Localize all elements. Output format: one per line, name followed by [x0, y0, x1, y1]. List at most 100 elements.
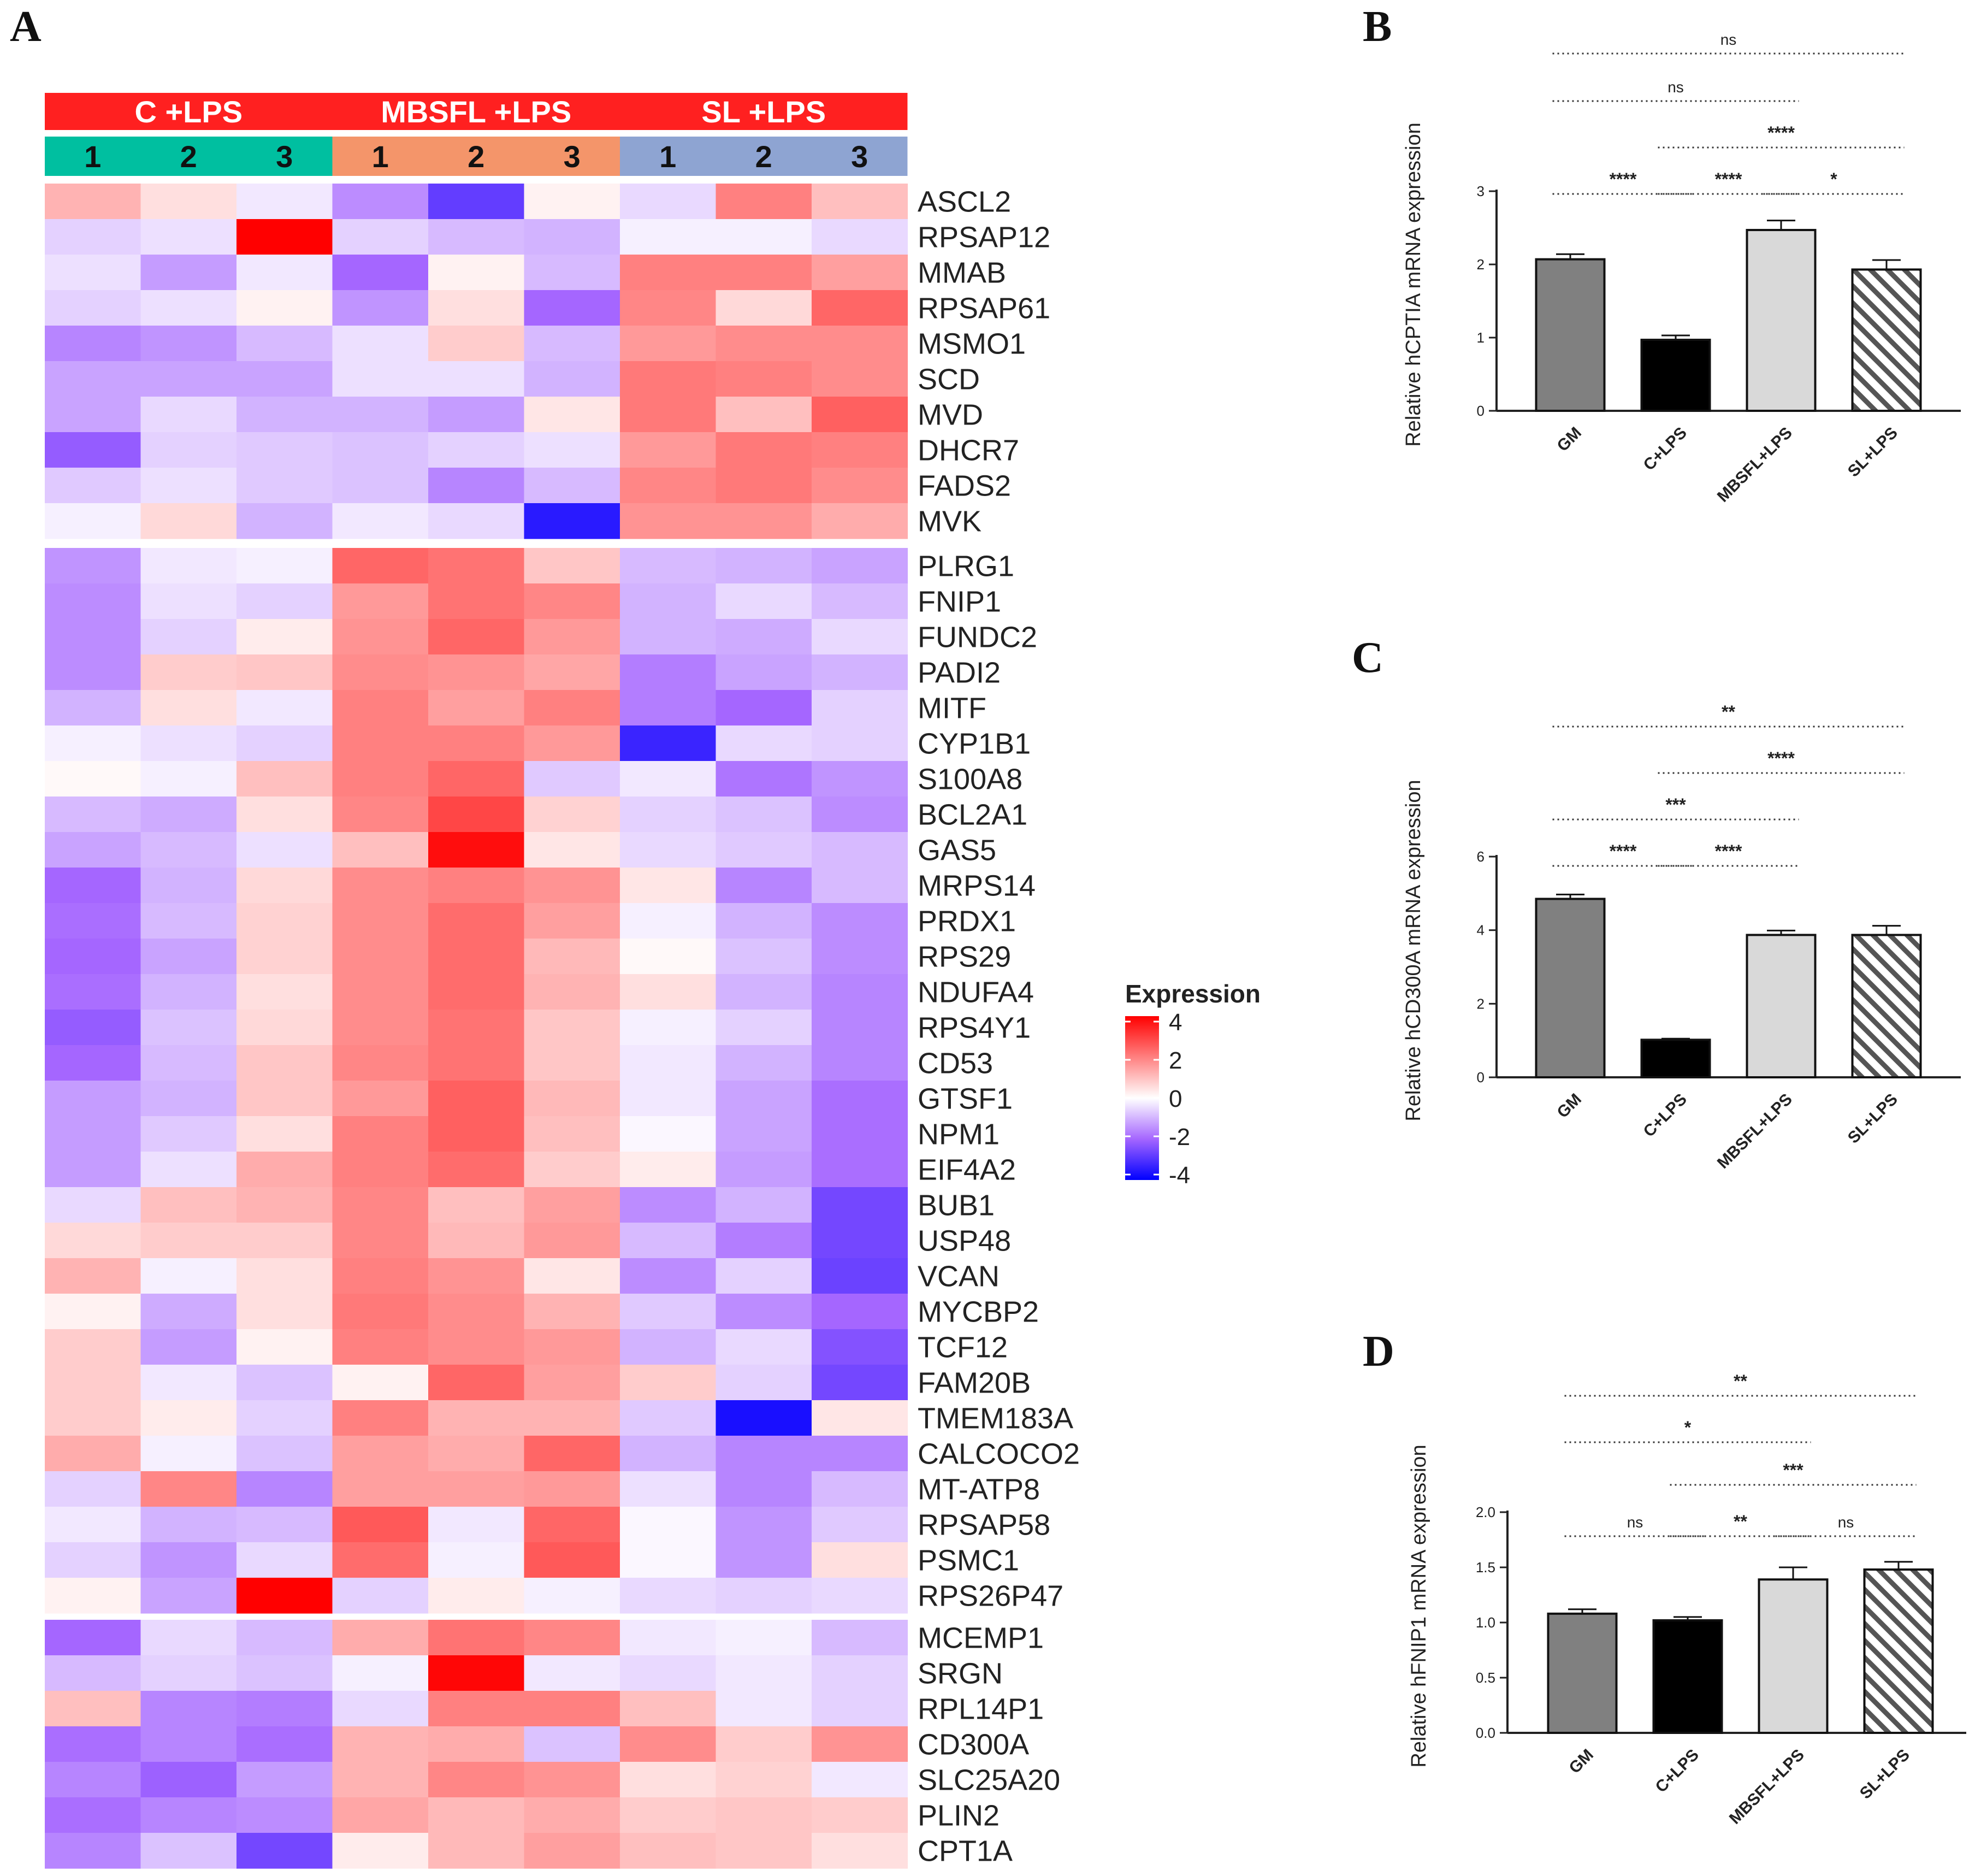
gene-label: FAM20B	[918, 1367, 1031, 1400]
heatmap-cell	[524, 255, 620, 291]
heatmap-cell	[428, 619, 525, 655]
heatmap-cell	[45, 903, 141, 939]
heatmap-cell	[45, 868, 141, 904]
heatmap-cell	[140, 255, 237, 291]
heatmap-cell	[620, 1258, 717, 1294]
y-tick-label: 0	[1477, 1069, 1485, 1086]
heatmap-cell	[524, 397, 620, 433]
heatmap-cell	[140, 1081, 237, 1117]
significance-label: *	[1830, 169, 1837, 189]
heatmap-cell	[45, 797, 141, 833]
heatmap-cell	[332, 468, 429, 504]
heatmap-cell	[332, 1400, 429, 1436]
replicate-label: 2	[180, 139, 197, 174]
heatmap-cell	[715, 1400, 812, 1436]
gene-label: NDUFA4	[918, 976, 1034, 1009]
x-tick-label: MBSFL+LPS	[1726, 1746, 1808, 1828]
heatmap-cell	[524, 974, 620, 1010]
heatmap-cell	[428, 255, 525, 291]
heatmap-cell	[140, 654, 237, 691]
gene-label: PADI2	[918, 657, 1001, 689]
heatmap-cell	[620, 903, 717, 939]
heatmap-cell	[428, 1620, 525, 1656]
heatmap-cell	[812, 583, 908, 620]
heatmap-cell	[524, 1471, 620, 1507]
heatmap-cell	[620, 1152, 717, 1188]
heatmap-cell	[620, 184, 717, 220]
bar	[1547, 1612, 1618, 1735]
heatmap-legend: Expression 4 2 0 -2 -4	[1125, 980, 1261, 1189]
heatmap-cell	[812, 1620, 908, 1656]
heatmap-cell	[428, 1762, 525, 1798]
heatmap-cell	[140, 1620, 237, 1656]
heatmap-cell	[715, 1655, 812, 1691]
group-header-bar	[45, 93, 333, 130]
heatmap-cell	[45, 1726, 141, 1762]
heatmap-cell	[715, 1329, 812, 1365]
gene-label: BCL2A1	[918, 799, 1027, 831]
heatmap-cell	[715, 1365, 812, 1401]
heatmap-cell	[45, 290, 141, 326]
heatmap-cell	[715, 1691, 812, 1727]
heatmap-cell	[524, 468, 620, 504]
heatmap-cell	[236, 1797, 333, 1833]
heatmap-cell	[236, 1655, 333, 1691]
replicate-header-cell	[45, 137, 141, 176]
heatmap-cell	[332, 1620, 429, 1656]
significance-label: ****	[1715, 169, 1742, 189]
heatmap-cell	[812, 1762, 908, 1798]
heatmap-cell	[332, 1187, 429, 1223]
heatmap-cell	[812, 1365, 908, 1401]
heatmap-cell	[812, 1471, 908, 1507]
heatmap-cell	[140, 219, 237, 255]
heatmap-cell	[236, 1010, 333, 1046]
heatmap-cell	[428, 939, 525, 975]
x-tick-label: GM	[1565, 1746, 1597, 1778]
heatmap-cell	[715, 290, 812, 326]
heatmap-cell	[45, 255, 141, 291]
heatmap-cell	[428, 654, 525, 691]
chart-c: 0 2 4 6 Relative hCD300A mRNA expression GM C+…	[1402, 702, 1961, 1172]
heatmap-cell	[236, 725, 333, 762]
heatmap-cell	[620, 548, 717, 584]
heatmap-cell	[332, 326, 429, 362]
heatmap-cell	[45, 1187, 141, 1223]
heatmap-cell	[332, 583, 429, 620]
heatmap-cell	[236, 619, 333, 655]
gene-label: VCAN	[918, 1260, 1000, 1293]
heatmap-cell	[428, 1507, 525, 1543]
replicate-label: 2	[468, 139, 484, 174]
heatmap-cell	[715, 548, 812, 584]
heatmap-cell	[428, 974, 525, 1010]
heatmap-cell	[332, 619, 429, 655]
heatmap-cell	[524, 1081, 620, 1117]
heatmap-cell	[524, 1726, 620, 1762]
y-tick-label: 1.0	[1476, 1614, 1495, 1631]
heatmap-cell	[428, 903, 525, 939]
bar	[1535, 898, 1606, 1079]
heatmap-cell	[524, 1620, 620, 1656]
heatmap-cell	[140, 832, 237, 868]
heatmap-cell	[715, 725, 812, 762]
panel-letter-d: D	[1363, 1328, 1394, 1376]
gene-label: EIF4A2	[918, 1154, 1016, 1187]
heatmap-cell	[332, 1294, 429, 1330]
heatmap-cell	[812, 1294, 908, 1330]
replicate-label: 1	[84, 139, 101, 174]
heatmap-cell	[428, 1797, 525, 1833]
heatmap-cell	[45, 583, 141, 620]
heatmap-cell	[236, 832, 333, 868]
heatmap-cell	[428, 290, 525, 326]
heatmap-cell	[45, 761, 141, 797]
heatmap-cell	[715, 1542, 812, 1578]
heatmap-cell	[620, 1365, 717, 1401]
heatmap-cell	[45, 654, 141, 691]
heatmap-cell	[236, 1436, 333, 1472]
heatmap-cell	[140, 690, 237, 726]
heatmap-cell	[812, 1436, 908, 1472]
heatmap-cell	[715, 432, 812, 468]
heatmap-cell	[332, 939, 429, 975]
heatmap-cell	[620, 361, 717, 397]
heatmap-cell	[45, 432, 141, 468]
heatmap-cell	[236, 903, 333, 939]
